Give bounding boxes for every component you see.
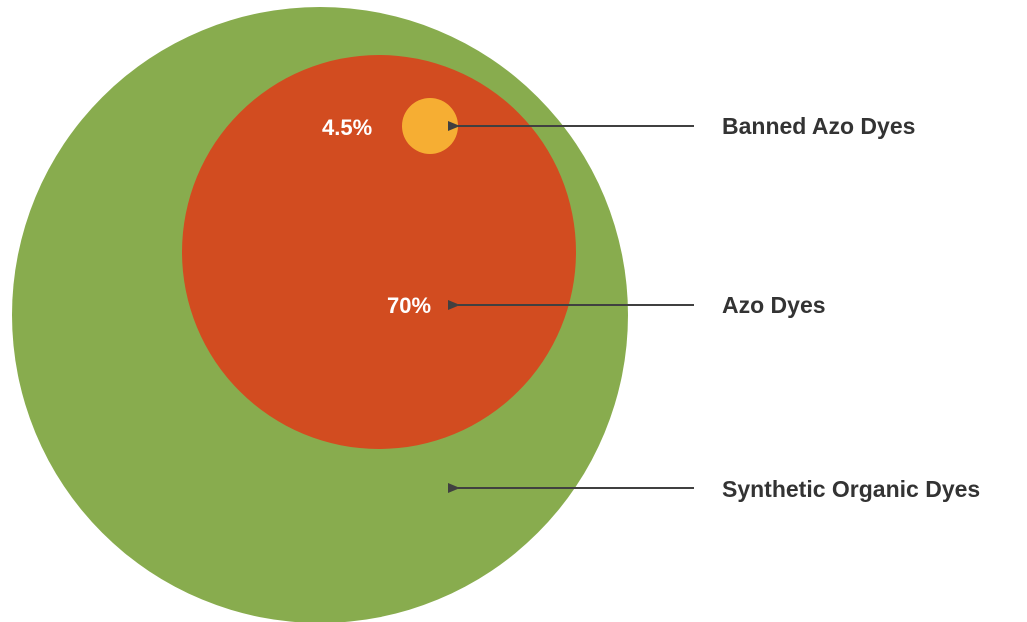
synthetic-organic-dyes-label: Synthetic Organic Dyes	[722, 476, 980, 502]
azo-dyes-value: 70%	[387, 293, 431, 318]
azo-dyes-circle	[182, 55, 576, 449]
banned-azo-dyes-circle	[402, 98, 458, 154]
banned-azo-dyes-label: Banned Azo Dyes	[722, 113, 915, 139]
banned-azo-dyes-value: 4.5%	[322, 115, 372, 140]
azo-dyes-label: Azo Dyes	[722, 292, 826, 318]
